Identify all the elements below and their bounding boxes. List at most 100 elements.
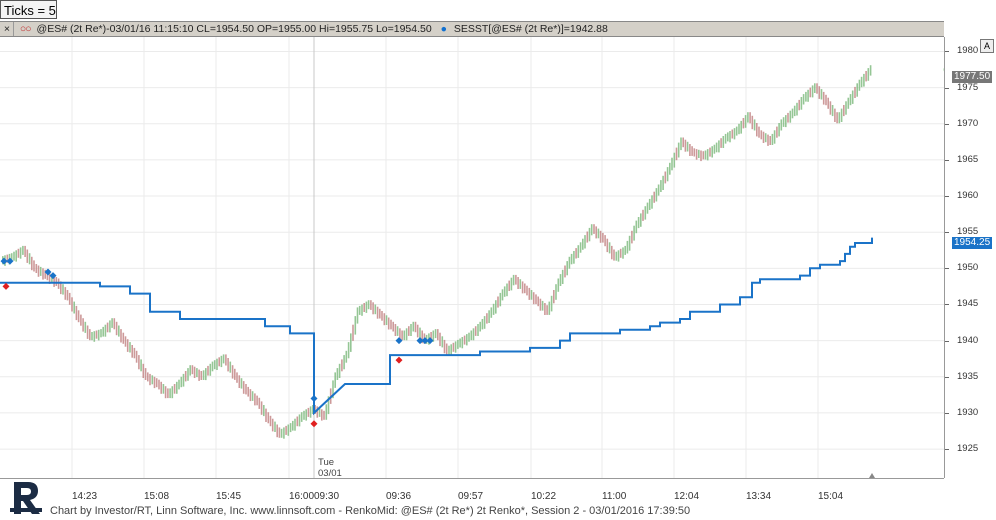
renko-brick xyxy=(383,313,386,326)
renko-brick xyxy=(479,321,481,332)
renko-brick xyxy=(354,316,357,335)
renko-brick xyxy=(858,79,861,91)
renko-brick xyxy=(787,112,789,123)
renko-brick xyxy=(13,251,15,261)
renko-brick xyxy=(706,149,709,161)
price-axis[interactable]: 1980 1975 1970 1965 1960 1955 1950 1945 1940 1935… xyxy=(944,37,996,478)
renko-brick xyxy=(118,325,120,337)
time-axis-label: 15:45 xyxy=(216,491,242,502)
price-chart[interactable] xyxy=(0,37,944,478)
renko-brick xyxy=(390,319,392,330)
renko-brick xyxy=(590,224,593,236)
renko-brick xyxy=(6,254,9,263)
renko-brick xyxy=(550,295,553,312)
renko-brick xyxy=(173,384,176,394)
renko-brick xyxy=(816,83,818,94)
renko-brick xyxy=(506,283,508,297)
renko-brick xyxy=(800,97,803,110)
renko-brick xyxy=(258,397,261,409)
renko-brick xyxy=(470,330,473,341)
renko-brick xyxy=(430,332,432,341)
renko-brick xyxy=(789,110,792,123)
renko-brick xyxy=(10,253,13,262)
renko-brick xyxy=(64,287,67,300)
renko-brick xyxy=(546,305,548,315)
renko-brick xyxy=(405,328,408,341)
renko-brick xyxy=(628,235,631,251)
renko-brick xyxy=(370,300,372,310)
ticks-box[interactable]: Ticks = 5 xyxy=(0,0,57,19)
renko-brick xyxy=(82,318,84,332)
buy-signal-marker xyxy=(49,272,57,280)
circles-icon[interactable]: ○○ xyxy=(19,23,32,35)
price-axis-tick xyxy=(945,376,949,378)
renko-brick xyxy=(767,134,769,146)
renko-brick xyxy=(718,140,720,153)
renko-brick xyxy=(526,285,528,296)
renko-brick xyxy=(298,414,301,427)
renko-brick xyxy=(796,102,798,116)
renko-brick xyxy=(778,123,780,137)
renko-brick xyxy=(727,132,729,142)
time-axis-label: 16:00 xyxy=(289,491,315,502)
renko-brick xyxy=(77,310,80,323)
renko-brick xyxy=(26,249,29,263)
renko-brick xyxy=(439,332,441,347)
renko-brick xyxy=(403,330,406,341)
renko-brick xyxy=(662,175,664,190)
renko-brick xyxy=(95,330,98,339)
renko-brick xyxy=(541,300,544,311)
signal-markers xyxy=(0,67,944,478)
time-axis-label: 09:57 xyxy=(458,491,484,502)
renko-brick xyxy=(296,416,299,427)
renko-brick xyxy=(657,184,660,196)
renko-brick xyxy=(84,321,87,333)
renko-brick xyxy=(814,83,816,93)
close-icon[interactable]: × xyxy=(1,22,14,36)
renko-brick xyxy=(419,327,421,338)
renko-brick xyxy=(211,361,214,372)
time-axis-label: 14:23 xyxy=(72,491,98,502)
renko-brick xyxy=(93,331,96,342)
renko-brick xyxy=(532,292,535,305)
renko-brick xyxy=(606,238,609,253)
renko-brick xyxy=(673,152,676,168)
price-axis-tick xyxy=(945,123,949,125)
buy-signal-marker xyxy=(426,337,434,345)
renko-brick xyxy=(356,307,359,324)
renko-brick xyxy=(256,395,258,406)
renko-brick xyxy=(327,396,330,415)
renko-brick xyxy=(740,120,742,134)
renko-brick xyxy=(421,330,423,344)
renko-brick xyxy=(376,306,379,319)
renko-brick xyxy=(234,368,236,380)
renko-brick xyxy=(280,428,283,438)
renko-brick xyxy=(472,328,475,341)
renko-brick xyxy=(648,198,651,210)
renko-brick xyxy=(265,408,267,422)
renko-brick xyxy=(51,274,53,284)
renko-brick xyxy=(593,224,595,234)
day-marker: Tue 03/01 xyxy=(318,457,342,479)
renko-brick xyxy=(577,245,580,258)
session-line xyxy=(0,237,873,416)
time-axis[interactable]: 14:23 15:08 15:45 16:00 09:30 09:36 09:57 10:22… xyxy=(0,478,944,502)
renko-brick xyxy=(225,354,227,366)
renko-brick xyxy=(283,427,285,439)
renko-brick xyxy=(635,220,638,234)
renko-brick xyxy=(231,365,234,379)
renko-brick xyxy=(686,141,689,152)
renko-brick xyxy=(742,118,745,129)
renko-brick xyxy=(381,311,383,321)
end-marker-icon xyxy=(869,473,875,478)
renko-brick xyxy=(147,372,149,382)
renko-brick xyxy=(682,137,684,148)
renko-brick xyxy=(559,274,562,286)
price-axis-tick xyxy=(945,304,949,306)
renko-brick xyxy=(19,247,22,259)
auto-scale-button[interactable]: A xyxy=(980,39,994,53)
price-axis-tick xyxy=(945,51,949,53)
renko-brick xyxy=(675,147,678,161)
renko-brick xyxy=(238,375,241,388)
renko-brick xyxy=(867,68,870,81)
